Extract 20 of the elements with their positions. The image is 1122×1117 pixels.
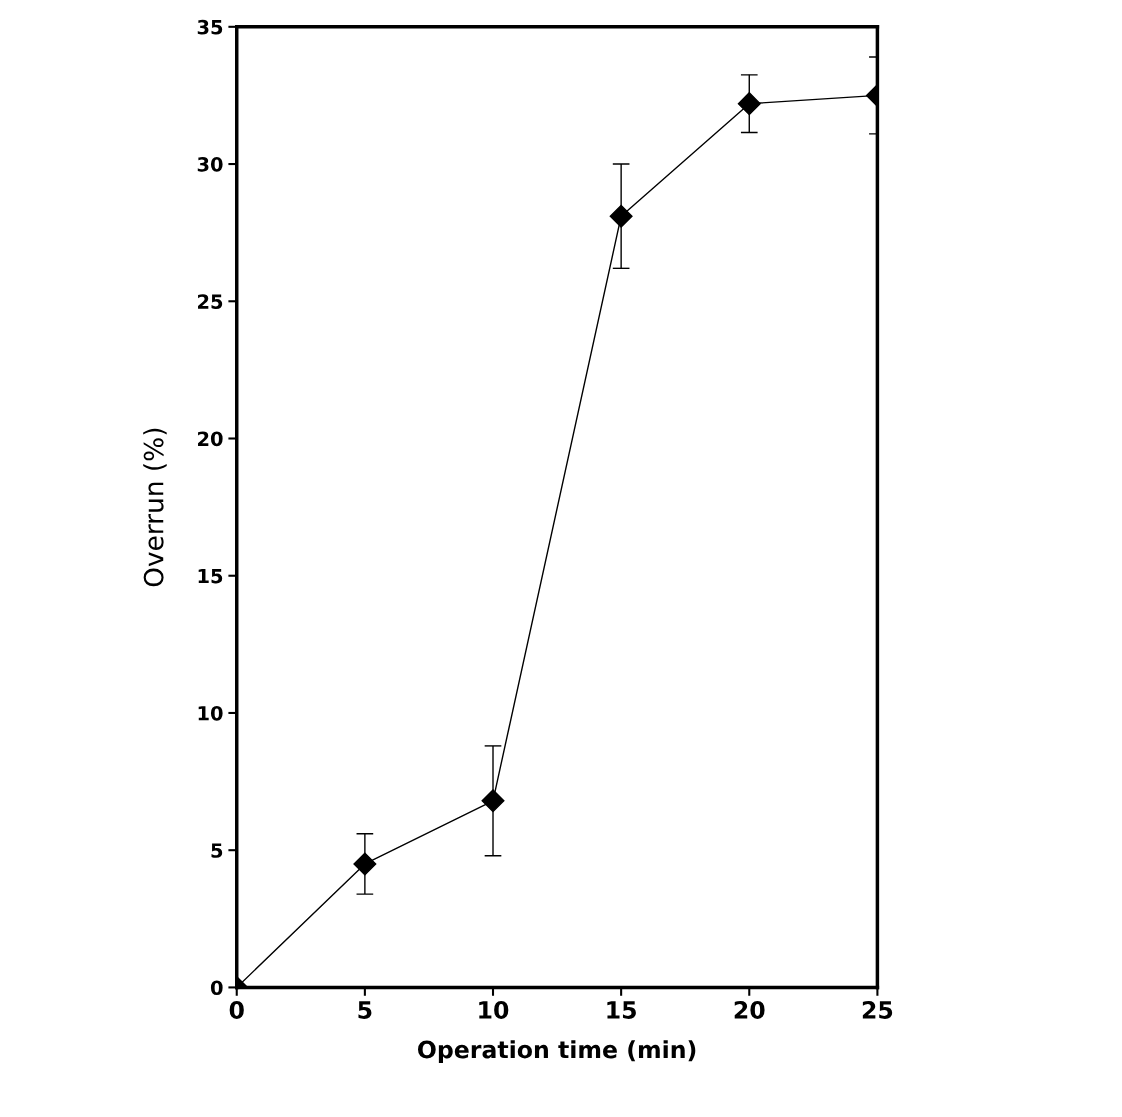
y-tick-label: 10 <box>198 705 223 721</box>
x-tick-label: 20 <box>734 1001 765 1019</box>
point <box>609 204 633 228</box>
x-tick-label: 15 <box>607 1001 636 1019</box>
y-tick-label: 20 <box>198 431 223 447</box>
y-axis-title: Overrun (%) <box>143 428 167 587</box>
y-tick-label: 35 <box>197 19 223 35</box>
point <box>353 852 377 876</box>
y-tick-label: 0 <box>210 980 223 996</box>
y-tick-label: 25 <box>198 294 223 309</box>
x-tick-label: 25 <box>862 1001 893 1019</box>
x-tick-label: 0 <box>229 1001 244 1019</box>
y-tick-label: 5 <box>211 843 223 858</box>
x-axis-title: Operation time (min) <box>418 1040 696 1063</box>
point <box>737 92 761 116</box>
x-tick-label: 10 <box>479 1001 509 1019</box>
x-tick-label: 5 <box>358 1001 372 1019</box>
point <box>481 789 505 813</box>
y-tick-label: 30 <box>197 157 223 172</box>
y-tick-label: 15 <box>198 568 223 584</box>
